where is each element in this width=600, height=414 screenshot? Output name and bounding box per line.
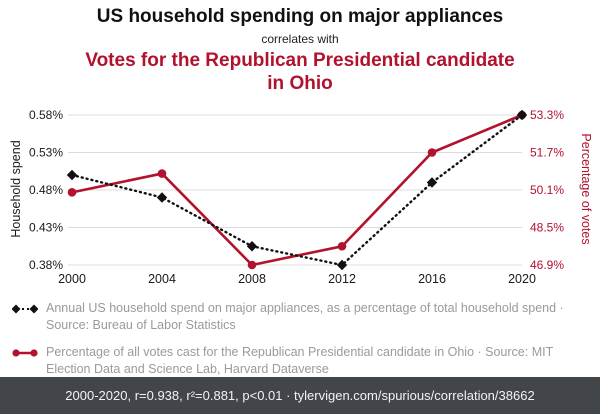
republican-votes-ohio-circle-marker [157,169,167,178]
black-series-swatch-icon [12,304,38,314]
x-axis-tick-label: 2004 [148,272,176,286]
right-axis-tick-label: 51.7% [530,146,564,160]
household-spend-diamond-marker [246,241,258,252]
footer-bar: 2000-2020, r=0.938, r²=0.881, p<0.01 · t… [0,377,600,414]
legend-text-republican-votes: Percentage of all votes cast for the Rep… [46,344,553,376]
republican-votes-ohio-circle-marker [427,148,437,157]
red-series-swatch-icon [12,348,38,357]
household-spend-line [70,113,524,267]
legend-item-household-spend: Annual US household spend on major appli… [12,300,588,335]
left-axis-tick-label: 0.58% [29,108,63,122]
legend: Annual US household spend on major appli… [12,300,588,387]
x-axis-tick-label: 2016 [418,272,446,286]
household-spend-diamond-marker [516,109,528,121]
chart-header: US household spending on major appliance… [0,6,600,95]
right-axis-tick-label: 53.3% [530,108,564,122]
left-axis-tick-label: 0.43% [29,221,63,235]
legend-text-household-spend: Annual US household spend on major appli… [46,301,564,333]
left-axis-tick-label: 0.38% [29,258,63,272]
x-axis-tick-label: 2012 [328,272,356,286]
diamond-marker-icon [12,304,21,314]
right-axis-title: Percentage of votes [579,133,593,245]
right-axis-tick-label: 46.9% [530,258,564,272]
x-axis-tick-label: 2008 [238,272,266,286]
page-title: US household spending on major appliance… [96,6,504,27]
x-axis-tick-label: 2000 [58,272,86,286]
circle-marker-icon [30,348,38,357]
right-axis-tick-label: 50.1% [530,183,564,197]
household-spend-diamond-marker [156,192,168,203]
right-axis-tick-label: 48.5% [530,221,564,235]
chart-canvas: 0.58% 0.53% 0.48% 0.43% 0.38% 53.3% 51.7% 50.1%… [29,108,564,286]
left-axis-tick-label: 0.48% [29,183,63,197]
footer-stats-and-url: 2000-2020, r=0.938, r²=0.881, p<0.01 · t… [65,388,535,403]
diamond-marker-icon [29,304,38,314]
left-axis-tick-label: 0.53% [29,146,63,160]
household-spend-diamond-marker [66,169,78,181]
legend-item-republican-votes: Percentage of all votes cast for the Rep… [12,344,588,379]
x-axis-tick-label: 2020 [508,272,536,286]
left-axis-title: Household spend [9,140,23,238]
correlates-with-label: correlates with [261,32,339,46]
correlate-title: Votes for the Republican Presidential ca… [85,50,515,95]
republican-votes-ohio-circle-marker [67,188,77,197]
circle-marker-icon [12,348,20,357]
republican-votes-ohio-circle-marker [247,260,257,270]
household-spend-diamond-marker [336,259,348,271]
republican-votes-ohio-circle-marker [337,241,347,251]
